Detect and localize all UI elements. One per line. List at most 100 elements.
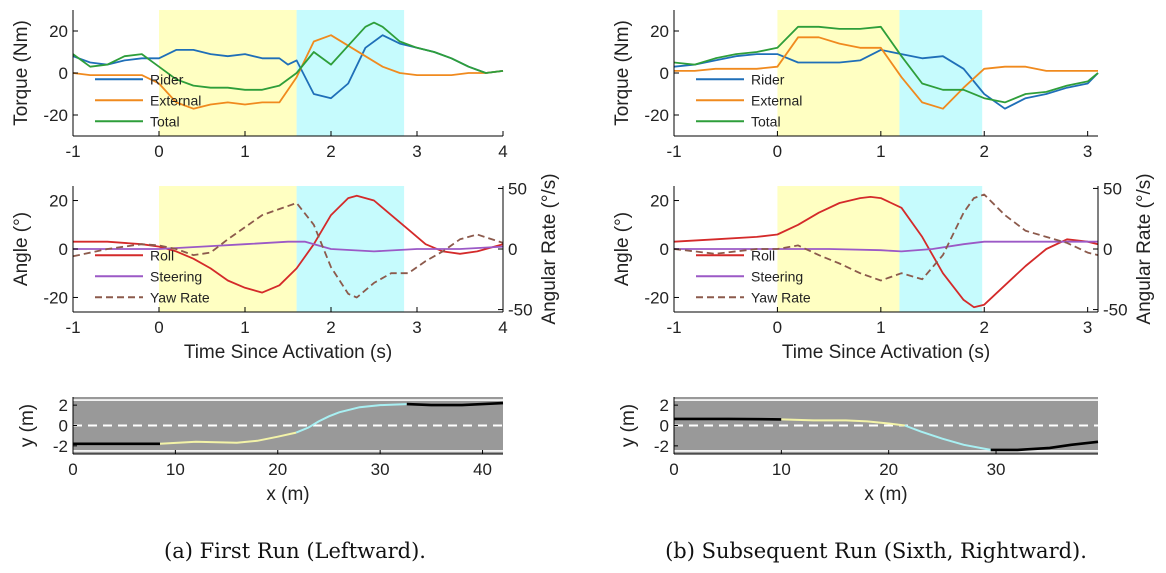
x-tick-label: -1: [65, 142, 80, 161]
x-tick-label: 3: [1083, 142, 1092, 161]
x-tick-label: 0: [154, 318, 163, 337]
phase-2-band: [296, 10, 405, 136]
caption-a: (a) First Run (Leftward).: [164, 539, 426, 563]
y-tick-label: -20: [644, 288, 669, 307]
y-axis-label: Torque (Nm): [612, 20, 633, 126]
x-axis-label: Time Since Activation (s): [782, 342, 990, 363]
series-roll-line: [673, 195, 1099, 309]
series-yaw-rate-line: [72, 202, 504, 299]
legend-label-yaw-rate: Yaw Rate: [751, 289, 811, 305]
series-roll-line: [73, 194, 504, 294]
y2-tick-label: 0: [1103, 240, 1112, 259]
x-tick-label: 1: [876, 318, 885, 337]
panel-a-angle-chart: -1 0 1 2 3 4 20 0 -20 50 0 -50 Angular Rate (°/s) Ang…: [11, 173, 560, 363]
y-axis-label: Angle (°): [612, 212, 633, 286]
legend-label-rider: Rider: [150, 71, 184, 87]
y-tick-label: 20: [49, 22, 68, 41]
caption-b: (b) Subsequent Run (Sixth, Rightward).: [665, 539, 1087, 563]
x-tick-label: 1: [240, 142, 249, 161]
x-tick-label: 2: [326, 318, 335, 337]
series-total-line: [72, 21, 504, 91]
x-tick-label: 10: [166, 460, 185, 479]
legend-label-total: Total: [150, 113, 180, 129]
y-tick-label: 0: [59, 417, 68, 436]
phase-1-band: [159, 10, 297, 136]
x-tick-label: 3: [412, 318, 421, 337]
path-segment-phase-1: [159, 431, 297, 445]
y-axis-label: y (m): [17, 404, 38, 447]
legend-label-roll: Roll: [150, 247, 174, 263]
x-tick-label: 1: [240, 318, 249, 337]
x-tick-label: -1: [65, 318, 80, 337]
y-tick-label: 2: [59, 396, 68, 415]
x-tick-label: 0: [68, 460, 77, 479]
series-external-line: [72, 34, 504, 110]
legend-label-external: External: [150, 92, 201, 108]
y-axis-label: Angle (°): [11, 212, 32, 286]
path-segment-phase-1: [781, 418, 905, 427]
y-tick-label: -20: [644, 106, 669, 125]
path-segment-before: [674, 417, 782, 421]
y-tick-label: 0: [660, 240, 669, 259]
x-tick-label: 0: [773, 142, 782, 161]
legend-label-yaw-rate: Yaw Rate: [150, 289, 210, 305]
legend-label-steering: Steering: [150, 268, 202, 284]
y2-tick-label: -50: [508, 301, 533, 320]
series-steering-line: [73, 240, 504, 253]
y2-axis-label: Angular Rate (°/s): [539, 173, 560, 324]
y-tick-label: 2: [660, 396, 669, 415]
y-axis-label: Torque (Nm): [11, 20, 32, 126]
x-tick-label: 20: [268, 460, 287, 479]
x-tick-label: 1: [876, 142, 885, 161]
y-tick-label: 0: [660, 64, 669, 83]
path-segment-phase-2: [295, 403, 407, 434]
legend-label-steering: Steering: [751, 268, 803, 284]
y-tick-label: 0: [59, 64, 68, 83]
y-tick-label: 20: [650, 192, 669, 211]
y-tick-label: -20: [43, 106, 68, 125]
phase-1-band: [777, 10, 900, 136]
y2-axis-label: Angular Rate (°/s): [1134, 173, 1155, 324]
y-tick-label: 20: [650, 22, 669, 41]
x-tick-label: 2: [980, 318, 989, 337]
x-tick-label: -1: [666, 142, 681, 161]
x-tick-label: 3: [1083, 318, 1092, 337]
series-steering-line: [674, 240, 1098, 253]
y-tick-label: 0: [660, 417, 669, 436]
x-tick-label: 3: [412, 142, 421, 161]
x-tick-label: 0: [669, 460, 678, 479]
x-tick-label: 40: [473, 460, 492, 479]
x-tick-label: 0: [773, 318, 782, 337]
panel-b-torque-chart: -1 0 1 2 3 20 0 -20 Torque (Nm) Rider External Tota…: [612, 10, 1099, 161]
x-tick-label: 30: [371, 460, 390, 479]
y-tick-label: 20: [49, 192, 68, 211]
phase-2-band: [899, 10, 983, 136]
y2-tick-label: 50: [508, 179, 527, 198]
series-yaw-rate-line: [673, 193, 1099, 282]
path-segment-after: [990, 440, 1099, 452]
x-tick-label: 0: [154, 142, 163, 161]
y-tick-label: -2: [654, 437, 669, 456]
y-tick-label: 0: [59, 240, 68, 259]
x-tick-label: 2: [326, 142, 335, 161]
x-tick-label: 4: [498, 318, 507, 337]
y-tick-label: -20: [43, 288, 68, 307]
series-external-line: [674, 36, 1098, 110]
x-tick-label: 30: [987, 460, 1006, 479]
panel-a-torque-chart: -1 0 1 2 3 4 20 0 -20 Torque (Nm) Rider External Tot…: [11, 10, 508, 161]
y2-tick-label: -50: [1103, 301, 1128, 320]
legend-label-roll: Roll: [751, 247, 775, 263]
path-segment-after: [406, 401, 504, 407]
y-axis-label: y (m): [618, 404, 639, 447]
x-tick-label: 2: [980, 142, 989, 161]
y2-tick-label: 50: [1103, 179, 1122, 198]
y-tick-label: -2: [53, 437, 68, 456]
series-total-line: [673, 25, 1099, 104]
x-axis-label: Time Since Activation (s): [184, 342, 392, 363]
legend-label-total: Total: [751, 113, 781, 129]
legend-label-external: External: [751, 92, 802, 108]
x-axis-label: x (m): [864, 484, 907, 505]
